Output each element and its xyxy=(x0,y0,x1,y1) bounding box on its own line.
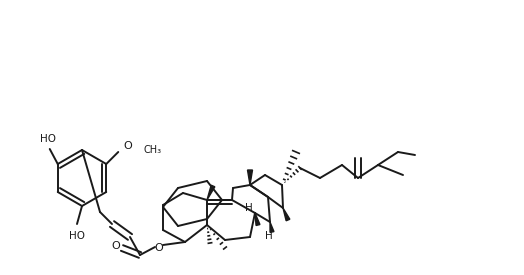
Polygon shape xyxy=(283,208,290,221)
Polygon shape xyxy=(207,185,215,200)
Text: O: O xyxy=(112,241,121,251)
Polygon shape xyxy=(255,213,260,225)
Text: HO: HO xyxy=(69,231,85,241)
Polygon shape xyxy=(270,222,274,232)
Polygon shape xyxy=(247,170,253,185)
Text: CH₃: CH₃ xyxy=(143,145,161,155)
Text: H: H xyxy=(265,231,273,241)
Text: O: O xyxy=(124,141,133,151)
Text: O: O xyxy=(155,243,163,253)
Text: H: H xyxy=(245,203,253,213)
Text: HO: HO xyxy=(40,134,56,144)
